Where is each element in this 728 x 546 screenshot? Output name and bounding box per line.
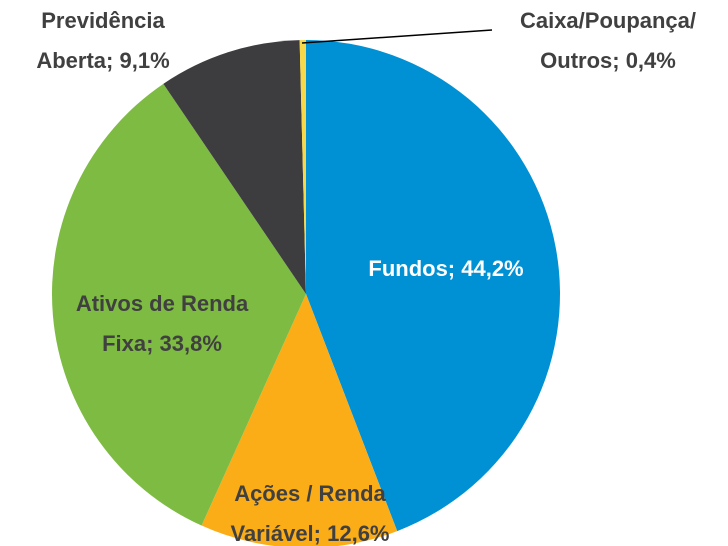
data-label: Fixa; 33,8% xyxy=(102,331,222,356)
pie-slice xyxy=(299,40,306,294)
leader-line xyxy=(301,29,493,44)
data-label: Fundos; 44,2% xyxy=(368,256,523,281)
data-label: Caixa/Poupança/ xyxy=(520,8,696,33)
pie-slice xyxy=(201,294,398,546)
data-label: Previdência xyxy=(41,8,165,33)
data-label: Aberta; 9,1% xyxy=(36,48,169,73)
data-label: Ativos de Renda xyxy=(76,291,249,316)
data-label: Variável; 12,6% xyxy=(230,521,389,546)
pie-slice xyxy=(51,83,306,526)
pie-slice xyxy=(163,40,306,295)
data-label: Ações / Renda xyxy=(234,481,386,506)
pie-slice xyxy=(306,40,561,532)
data-label: Outros; 0,4% xyxy=(540,48,676,73)
